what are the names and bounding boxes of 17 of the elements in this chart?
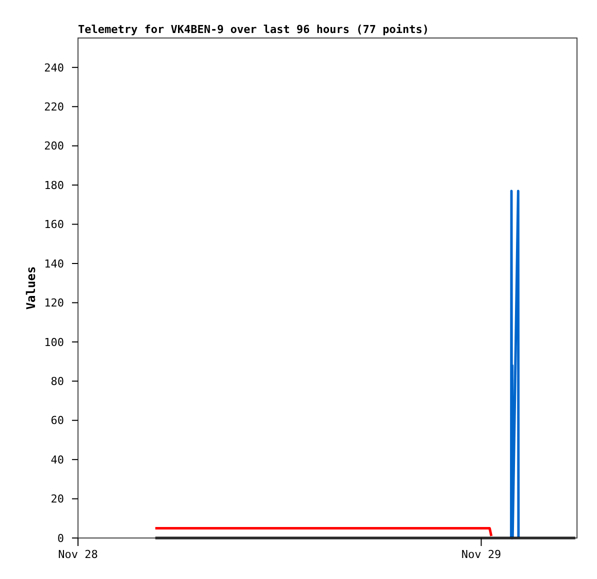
y-axis-title: Values <box>24 266 38 310</box>
y-tick-label: 120 <box>44 296 64 310</box>
y-tick-label: 100 <box>44 336 64 349</box>
y-tick-label: 60 <box>50 414 64 428</box>
chart-title: Telemetry for VK4BEN-9 over last 96 hours (77 points) <box>78 23 429 36</box>
x-tick-label: Nov 28 <box>58 548 98 561</box>
x-tick-label: Nov 29 <box>461 548 502 561</box>
y-tick-label: 180 <box>44 178 64 192</box>
y-tick-label: 160 <box>44 218 64 232</box>
y-tick-label: 140 <box>44 257 64 270</box>
y-tick-label: 0 <box>57 532 64 545</box>
y-tick-label: 20 <box>50 492 64 506</box>
y-tick-label: 200 <box>44 140 64 153</box>
y-tick-label: 40 <box>50 453 64 466</box>
y-tick-label: 240 <box>44 61 64 74</box>
y-tick-label: 220 <box>44 100 64 114</box>
y-tick-label: 80 <box>50 374 64 388</box>
